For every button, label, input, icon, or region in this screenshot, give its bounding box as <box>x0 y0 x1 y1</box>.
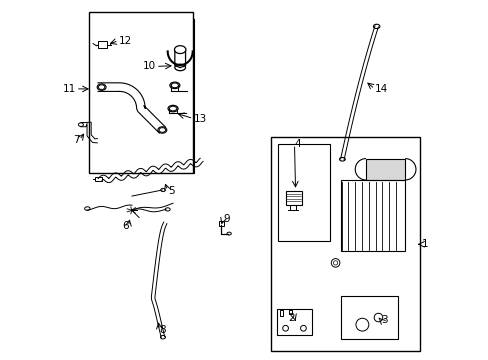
Bar <box>98 41 107 48</box>
Text: 10: 10 <box>142 62 156 71</box>
Text: 9: 9 <box>223 214 229 224</box>
Text: 1: 1 <box>421 239 428 249</box>
Bar <box>365 158 405 180</box>
Text: 4: 4 <box>294 139 301 149</box>
Bar <box>340 296 397 339</box>
Bar <box>285 191 301 205</box>
Text: 14: 14 <box>374 84 387 94</box>
Text: 6: 6 <box>122 221 128 231</box>
Text: 8: 8 <box>159 325 166 335</box>
Text: 11: 11 <box>62 84 76 94</box>
Text: 7: 7 <box>73 135 80 145</box>
Bar <box>95 177 102 181</box>
Text: 13: 13 <box>193 113 206 123</box>
Bar <box>280 310 283 316</box>
Text: 5: 5 <box>167 186 174 196</box>
Bar <box>276 309 312 336</box>
Text: 3: 3 <box>380 315 387 325</box>
Bar <box>288 310 291 314</box>
Bar <box>278 144 329 241</box>
Text: 2: 2 <box>287 312 294 323</box>
Bar <box>89 12 192 173</box>
Bar <box>218 221 224 226</box>
Bar <box>271 137 419 351</box>
Bar <box>340 180 405 251</box>
Text: 12: 12 <box>119 36 132 46</box>
